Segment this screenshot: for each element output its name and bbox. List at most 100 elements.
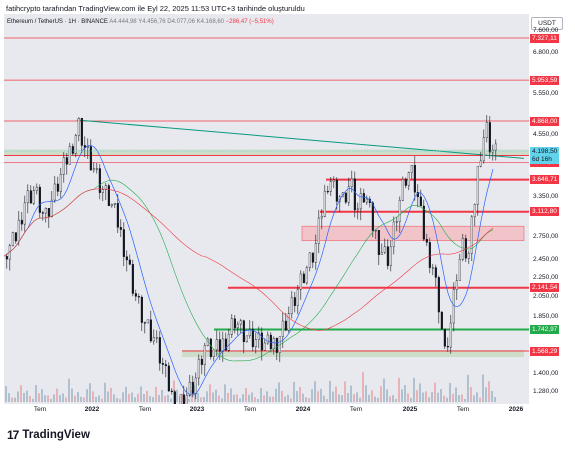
volume-bar — [284, 396, 286, 402]
volume-bar — [347, 393, 349, 402]
candle — [494, 139, 497, 161]
price-tick: 1.850,00 — [533, 313, 559, 321]
price-tick: 6.800,00 — [533, 49, 559, 57]
price-chart[interactable] — [4, 14, 529, 404]
candle — [344, 192, 347, 205]
candle — [263, 338, 266, 351]
candle — [278, 336, 281, 363]
candle — [65, 152, 68, 175]
price-tick: 2.750,00 — [533, 232, 559, 240]
volume-bar — [29, 396, 31, 402]
price-tick: 1.280,00 — [533, 388, 559, 396]
volume-bar — [170, 398, 172, 402]
volume-bar — [173, 380, 175, 402]
volume-bar — [362, 372, 364, 402]
volume-bar — [62, 393, 64, 402]
candle — [443, 328, 446, 350]
time-tick: 2024 — [295, 406, 311, 413]
volume-bar — [491, 390, 493, 402]
volume-bar — [209, 384, 211, 402]
price-level-badge: 4.868,00 — [530, 116, 560, 126]
candle — [23, 195, 26, 233]
candle — [89, 139, 92, 171]
volume-bar — [395, 399, 397, 402]
candle — [8, 243, 11, 271]
candle — [38, 184, 41, 219]
candle — [437, 275, 440, 324]
candle — [170, 388, 173, 395]
volume-bar — [212, 392, 214, 402]
volume-bar — [221, 398, 223, 402]
candle — [143, 321, 146, 334]
candle — [320, 209, 323, 230]
candle — [119, 219, 122, 238]
candle — [440, 311, 443, 330]
candle — [116, 194, 119, 233]
symbol-legend[interactable]: Ethereum / TetherUS · 1H · BINANCE A4.44… — [7, 19, 274, 25]
volume-bar — [323, 395, 325, 402]
volume-bar — [191, 390, 193, 402]
volume-bar — [275, 388, 277, 402]
currency-button[interactable]: USDT — [531, 17, 563, 30]
volume-bar — [14, 397, 16, 402]
time-tick: Tem — [243, 406, 257, 413]
candle — [482, 129, 485, 164]
candle — [422, 199, 425, 242]
candle — [215, 330, 218, 357]
volume-bar — [458, 395, 460, 402]
candle — [410, 164, 413, 180]
candle — [308, 251, 311, 272]
volume-bar — [23, 392, 25, 402]
candle — [419, 189, 422, 207]
candle — [188, 374, 191, 398]
price-tick: 4.550,00 — [533, 130, 559, 138]
candle — [473, 203, 476, 227]
candle — [377, 229, 380, 266]
price-level-badge: 5.953,59 — [530, 75, 560, 85]
candle — [239, 318, 242, 334]
volume-bar — [65, 397, 67, 402]
volume-bar — [389, 396, 391, 402]
price-level-badge: 7.327,11 — [530, 33, 559, 43]
open-label: A — [109, 19, 114, 25]
candle — [395, 216, 398, 232]
volume-bar — [320, 388, 322, 402]
volume-bar — [278, 382, 280, 402]
volume-bar — [239, 398, 241, 402]
chart-area[interactable] — [4, 14, 529, 404]
candle — [74, 133, 77, 158]
volume-bar — [293, 381, 295, 402]
candle — [77, 117, 80, 142]
time-tick: 2022 — [84, 406, 100, 413]
candle — [152, 329, 155, 345]
volume-bar — [245, 387, 247, 402]
volume-bar — [176, 389, 178, 402]
volume-bar — [68, 378, 70, 402]
volume-bar — [470, 386, 472, 402]
volume-bar — [254, 397, 256, 402]
candle — [41, 210, 44, 221]
price-level-badge: 1.742,97 — [530, 325, 560, 335]
volume-bar — [404, 384, 406, 402]
volume-bar — [236, 394, 238, 402]
candle — [227, 328, 230, 353]
volume-bar — [266, 391, 268, 402]
volume-bar — [401, 389, 403, 402]
volume-bar — [44, 395, 46, 402]
volume-bar — [374, 396, 376, 402]
volume-bar — [260, 387, 262, 402]
tradingview-logo[interactable]: 17 TradingView — [7, 428, 90, 442]
candle — [212, 349, 215, 362]
candle — [161, 357, 164, 374]
candle — [284, 312, 287, 332]
candle — [383, 238, 386, 255]
volume-bar — [479, 397, 481, 402]
volume-bar — [488, 381, 490, 402]
trendline — [76, 119, 525, 159]
candle — [470, 215, 473, 261]
volume-bar — [17, 391, 19, 402]
candle — [131, 259, 134, 297]
volume-bar — [146, 390, 148, 402]
candle — [113, 202, 116, 209]
volume-bar — [11, 397, 13, 402]
